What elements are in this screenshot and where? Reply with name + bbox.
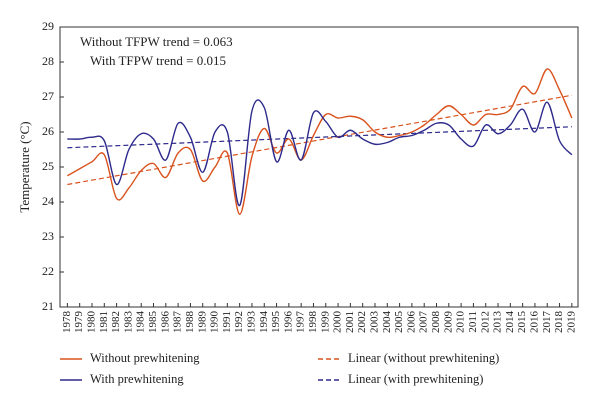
x-tick-label: 1989 bbox=[196, 311, 208, 334]
x-tick-label: 1978 bbox=[61, 311, 73, 334]
x-tick-label: 2016 bbox=[528, 311, 540, 334]
x-tick-label: 2018 bbox=[553, 311, 565, 334]
x-tick-label: 1994 bbox=[258, 311, 270, 334]
y-tick-label: 27 bbox=[42, 89, 54, 103]
series-line bbox=[67, 68, 573, 215]
x-tick-label: 2003 bbox=[369, 311, 381, 334]
x-tick-label: 2000 bbox=[332, 311, 344, 334]
x-tick-label: 1981 bbox=[98, 311, 110, 333]
x-tick-label: 1985 bbox=[147, 311, 159, 334]
annotation: Without TFPW trend = 0.063 bbox=[80, 34, 233, 49]
x-tick-label: 2002 bbox=[356, 311, 368, 333]
y-tick-label: 21 bbox=[42, 299, 54, 313]
x-tick-label: 1996 bbox=[282, 311, 294, 334]
x-tick-label: 2015 bbox=[516, 311, 528, 334]
y-tick-label: 24 bbox=[42, 194, 54, 208]
x-tick-label: 2011 bbox=[467, 311, 479, 333]
y-tick-label: 23 bbox=[42, 229, 54, 243]
x-tick-label: 2014 bbox=[504, 311, 516, 334]
annotation: With TFPW trend = 0.015 bbox=[90, 53, 226, 68]
x-tick-label: 2009 bbox=[442, 311, 454, 334]
plot-frame bbox=[59, 26, 579, 308]
x-tick-label: 1991 bbox=[221, 311, 233, 333]
x-tick-label: 1992 bbox=[233, 311, 245, 333]
legend-label: Linear (without prewhitening) bbox=[348, 351, 499, 365]
y-tick-label: 26 bbox=[42, 124, 54, 138]
x-tick-label: 1984 bbox=[135, 311, 147, 334]
x-tick-label: 1993 bbox=[245, 311, 257, 334]
x-tick-label: 2017 bbox=[541, 311, 553, 334]
y-tick-label: 22 bbox=[42, 264, 54, 278]
y-tick-label: 29 bbox=[42, 19, 54, 33]
x-tick-label: 2008 bbox=[430, 311, 442, 334]
x-tick-label: 1999 bbox=[319, 311, 331, 334]
legend-label: With prewhitening bbox=[90, 372, 184, 386]
x-tick-label: 1980 bbox=[86, 311, 98, 334]
x-tick-label: 1988 bbox=[184, 311, 196, 334]
y-tick-label: 25 bbox=[42, 159, 54, 173]
x-tick-label: 2004 bbox=[381, 311, 393, 334]
x-tick-label: 1979 bbox=[73, 311, 85, 334]
x-tick-label: 1998 bbox=[307, 311, 319, 334]
y-axis-label: Temperature (°C) bbox=[17, 121, 32, 212]
trend-line bbox=[67, 94, 572, 186]
x-tick-label: 2001 bbox=[344, 311, 356, 333]
x-tick-label: 1986 bbox=[159, 311, 171, 334]
x-tick-label: 1990 bbox=[209, 311, 221, 334]
x-tick-label: 2006 bbox=[405, 311, 417, 334]
x-tick-label: 2005 bbox=[393, 311, 405, 334]
x-tick-label: 1983 bbox=[122, 311, 134, 334]
x-tick-label: 2012 bbox=[479, 311, 491, 333]
x-tick-label: 2010 bbox=[455, 311, 467, 334]
x-tick-label: 1995 bbox=[270, 311, 282, 334]
series-line bbox=[67, 99, 573, 207]
legend-label: Without prewhitening bbox=[90, 351, 200, 365]
x-tick-label: 1997 bbox=[295, 311, 307, 334]
x-tick-label: 2013 bbox=[492, 311, 504, 334]
y-tick-label: 28 bbox=[42, 54, 54, 68]
x-tick-label: 2019 bbox=[565, 311, 577, 334]
x-tick-label: 2007 bbox=[418, 311, 430, 334]
x-tick-label: 1987 bbox=[172, 311, 184, 334]
legend-label: Linear (with prewhitening) bbox=[348, 372, 483, 386]
trend-line bbox=[67, 126, 572, 149]
x-tick-label: 1982 bbox=[110, 311, 122, 333]
